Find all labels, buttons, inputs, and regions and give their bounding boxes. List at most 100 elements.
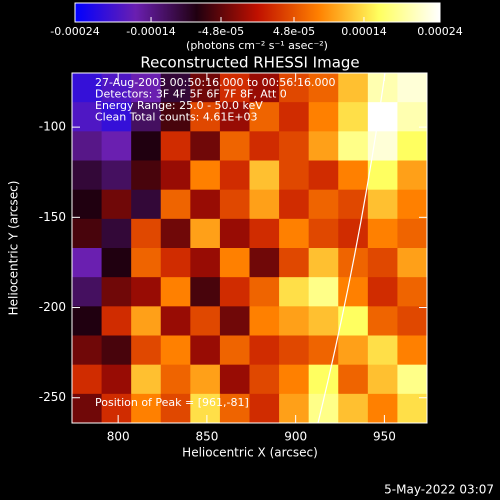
heatmap-cell <box>308 335 339 366</box>
heatmap-cell <box>101 306 132 336</box>
y-axis-label: Heliocentric Y (arcsec) <box>7 181 21 316</box>
heatmap-cell <box>190 277 221 307</box>
heatmap-cell <box>338 277 369 307</box>
heatmap-cell <box>190 335 221 366</box>
x-axis-label: Heliocentric X (arcsec) <box>182 446 318 460</box>
heatmap-cell <box>190 189 221 220</box>
heatmap-cell <box>279 102 310 132</box>
peak-label: Position of Peak = [961,-81] <box>95 396 249 409</box>
heatmap-cell <box>249 277 280 307</box>
colorbar-tick-label: 4.8e-05 <box>273 25 315 38</box>
heatmap-cell <box>308 277 339 307</box>
heatmap-cell <box>131 306 162 336</box>
heatmap-cell <box>308 306 339 336</box>
heatmap-cell <box>397 218 428 249</box>
heatmap-cell <box>72 277 103 307</box>
heatmap-cell <box>131 218 162 249</box>
heatmap-cell <box>219 160 250 191</box>
heatmap-cell <box>367 306 398 336</box>
heatmap-cell <box>308 73 339 103</box>
colorbar-tick-label: -0.00024 <box>50 25 99 38</box>
heatmap-cell <box>72 306 103 336</box>
heatmap-cell <box>160 335 191 366</box>
heatmap-cell <box>279 131 310 161</box>
heatmap-cell <box>279 306 310 336</box>
heatmap-cell <box>249 102 280 132</box>
heatmap-cell <box>219 189 250 220</box>
heatmap-cell <box>131 189 162 220</box>
heatmap-cell <box>72 364 103 395</box>
heatmap-cell <box>131 364 162 395</box>
heatmap-cell <box>308 189 339 220</box>
heatmap-cell <box>367 102 398 132</box>
heatmap-cell <box>101 218 132 249</box>
colorbar-tick-label: 0.00024 <box>417 25 463 38</box>
heatmap-cell <box>338 160 369 191</box>
heatmap-cell <box>338 131 369 161</box>
heatmap-cell <box>72 393 103 424</box>
heatmap-cell <box>160 306 191 336</box>
heatmap-cell <box>131 73 162 103</box>
heatmap-cell <box>397 73 428 103</box>
heatmap-cell <box>219 364 250 395</box>
y-tick-label: -200 <box>39 300 66 314</box>
heatmap-cell <box>249 160 280 191</box>
heatmap-cell <box>72 160 103 191</box>
heatmap-cell <box>72 131 103 161</box>
heatmap-cell <box>101 277 132 307</box>
heatmap-cell <box>249 248 280 278</box>
heatmap-cell <box>397 364 428 395</box>
y-tick-label: -100 <box>39 120 66 134</box>
heatmap-cell <box>279 364 310 395</box>
heatmap-cell <box>190 306 221 336</box>
heatmap-cell <box>367 335 398 366</box>
heatmap-cell <box>279 248 310 278</box>
heatmap-cell <box>397 393 428 424</box>
annotation: 27-Aug-2003 00:50:16.000 to 00:56:16.000 <box>95 76 336 89</box>
y-tick-label: -150 <box>39 210 66 224</box>
heatmap-cell <box>397 335 428 366</box>
heatmap-cell <box>160 364 191 395</box>
heatmap-cell <box>367 160 398 191</box>
x-tick-label: 850 <box>195 430 218 444</box>
heatmap-cell <box>308 131 339 161</box>
heatmap-cell <box>367 248 398 278</box>
heatmap-cell <box>279 189 310 220</box>
heatmap-cell <box>397 160 428 191</box>
heatmap-cell <box>338 335 369 366</box>
heatmap-cell <box>249 393 280 424</box>
heatmap-cell <box>279 393 310 424</box>
x-tick-label: 950 <box>373 430 396 444</box>
heatmap-cell <box>279 160 310 191</box>
x-tick-label: 800 <box>107 430 130 444</box>
heatmap-cell <box>249 73 280 103</box>
heatmap-cell <box>72 73 103 103</box>
heatmap-cell <box>160 393 191 424</box>
heatmap-cell <box>367 218 398 249</box>
heatmap-cell <box>160 189 191 220</box>
heatmap-cell <box>397 277 428 307</box>
heatmap-cell <box>338 364 369 395</box>
heatmap-cell <box>160 277 191 307</box>
heatmap-cell <box>190 73 221 103</box>
heatmap-cell <box>190 102 221 132</box>
heatmap-cell <box>131 335 162 366</box>
heatmap-cell <box>101 335 132 366</box>
heatmap-cell <box>160 102 191 132</box>
y-tick-label: -250 <box>39 390 66 404</box>
heatmap-cell <box>190 248 221 278</box>
heatmap-cell <box>219 218 250 249</box>
heatmap-cell <box>190 160 221 191</box>
heatmap-cell <box>397 131 428 161</box>
heatmap-cell <box>308 102 339 132</box>
heatmap-cell <box>219 131 250 161</box>
heatmap-cell <box>338 393 369 424</box>
heatmap-cell <box>308 160 339 191</box>
heatmap-cell <box>101 189 132 220</box>
heatmap-cell <box>249 189 280 220</box>
heatmap-cell <box>219 335 250 366</box>
heatmap-cell <box>101 160 132 191</box>
heatmap-cell <box>249 306 280 336</box>
heatmap-cell <box>367 364 398 395</box>
